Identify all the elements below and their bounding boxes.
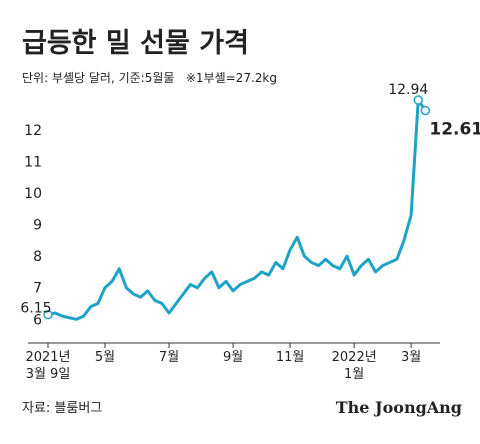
x-tick-label: 7월 <box>159 350 179 365</box>
value-label: 12.61 <box>429 119 480 139</box>
value-label: 12.94 <box>388 82 428 98</box>
value-label: 6.15 <box>20 301 51 317</box>
x-tick-label: 3월 9일 <box>26 367 71 382</box>
y-tick-label: 8 <box>33 249 42 265</box>
x-tick-label: 11월 <box>276 350 305 365</box>
x-tick-label: 2022년 <box>332 350 377 365</box>
source: 자료: 블룸버그 <box>22 401 102 416</box>
x-tick-label: 1월 <box>344 367 364 382</box>
y-tick-label: 10 <box>24 186 42 202</box>
x-tick-label: 2021년 <box>25 350 70 365</box>
point-marker <box>420 105 431 116</box>
brand: The JoongAng <box>336 398 462 417</box>
y-tick-label: 7 <box>33 281 42 297</box>
y-tick-label: 9 <box>33 218 42 234</box>
chart-subtitle: 단위: 부셸당 달러, 기준:5월물 ※1부셸=27.2kg <box>22 71 277 85</box>
point-marker <box>43 309 53 320</box>
y-tick-label: 6 <box>33 312 42 328</box>
line-series <box>47 98 427 321</box>
x-tick-label: 9월 <box>223 350 243 365</box>
x-tick-label: 5월 <box>95 350 115 365</box>
y-tick-label: 11 <box>24 154 42 170</box>
y-tick-label: 12 <box>24 123 42 139</box>
point-marker <box>413 95 423 105</box>
x-tick-label: 3월 <box>401 350 421 365</box>
chart-title: 급등한 밀 선물 가격 <box>22 28 249 59</box>
